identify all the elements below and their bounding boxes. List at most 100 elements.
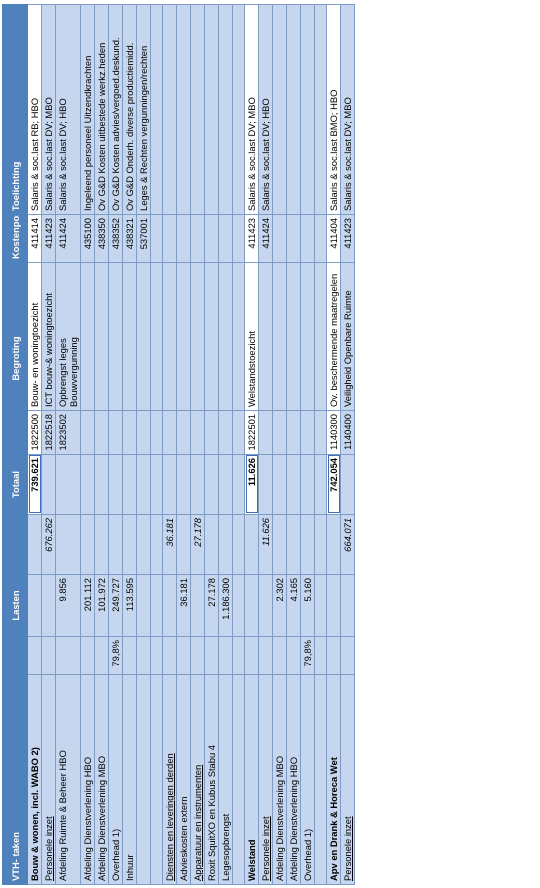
cell-amount (27, 574, 42, 637)
spacer-cell (232, 636, 245, 675)
cell-budget-name (162, 262, 177, 411)
cell-total (55, 454, 81, 515)
cell-amount (340, 574, 355, 637)
cell-task: Diensten en leveringen derden (162, 674, 177, 885)
cell-task: Overhead 1) (108, 674, 123, 885)
cell-cost-code: 435100 (80, 214, 95, 263)
cell-task: Apv en Drank & Horeca Wet (326, 674, 341, 885)
spacer-cell (314, 636, 327, 675)
cell-cost-code: 411423 (340, 214, 355, 263)
cell-budget-code: 1822500 (27, 410, 42, 455)
spacer-cell (232, 4, 245, 215)
cell-amount: 4.165 (286, 574, 301, 637)
cell-task (136, 674, 151, 885)
cell-explanation (272, 4, 287, 215)
cell-explanation (204, 4, 219, 215)
cell-subtotal (122, 514, 137, 575)
header-totaal: Totaal (2, 454, 28, 515)
cell-budget-name (190, 262, 205, 411)
spacer-cell (314, 514, 327, 575)
table-row: 537001 Leges & Rechten vergunningen/recht… (136, 4, 151, 885)
header-vth-taken: VTH- taken (2, 674, 28, 885)
cell-cost-code (218, 214, 233, 263)
cell-percentage (94, 636, 109, 675)
cell-budget-code (136, 410, 151, 455)
table-row: Inhuur 113.595 438321 Ov G&D Onderh. divers… (122, 4, 137, 885)
cell-explanation (176, 4, 191, 215)
cell-total (340, 454, 355, 515)
cell-percentage (326, 636, 341, 675)
cell-budget-code (190, 410, 205, 455)
cell-percentage (204, 636, 219, 675)
spacer-row (150, 4, 163, 885)
header-kostenpost: Kostenpost (2, 214, 28, 263)
header-empty (2, 636, 28, 675)
cell-percentage (286, 636, 301, 675)
cell-amount (244, 574, 259, 637)
spacer-cell (232, 410, 245, 455)
cell-budget-name (176, 262, 191, 411)
cell-total (190, 454, 205, 515)
cell-budget-code (258, 410, 273, 455)
table-row: Personele inzet 676.262 1822518 ICT bouw-& … (41, 4, 56, 885)
cell-total (41, 454, 56, 515)
cell-amount: 9.856 (55, 574, 81, 637)
cell-percentage (258, 636, 273, 675)
cell-cost-code: 537001 (136, 214, 151, 263)
cell-budget-code: 1822501 (244, 410, 259, 455)
cell-budget-code (286, 410, 301, 455)
cell-budget-code: 1822518 (41, 410, 56, 455)
table-body: Bouw & wonen, incl. WABO 2) 739.621 182250… (27, 4, 355, 885)
spacer-cell (314, 4, 327, 215)
cell-subtotal (108, 514, 123, 575)
cell-explanation (300, 4, 315, 215)
cell-task: Overhead 1) (300, 674, 315, 885)
spacer-cell (232, 674, 245, 885)
cell-cost-code (272, 214, 287, 263)
cell-task: Personele inzet (41, 674, 56, 885)
cell-budget-code (94, 410, 109, 455)
cell-cost-code: 411424 (258, 214, 273, 263)
cell-cost-code (300, 214, 315, 263)
spacer-cell (150, 410, 163, 455)
cell-budget-name (218, 262, 233, 411)
cell-budget-name: Ov. beschermende maatregelen (326, 262, 341, 411)
cell-amount: 113.595 (122, 574, 137, 637)
cell-cost-code: 438352 (108, 214, 123, 263)
cell-subtotal (27, 514, 42, 575)
table-row: Welstand 11.626 1822501 Welstandstoezicht 41… (244, 4, 259, 885)
spacer-cell (314, 574, 327, 637)
cell-amount (136, 574, 151, 637)
spacer-cell (232, 214, 245, 263)
cell-percentage (122, 636, 137, 675)
cell-total (204, 454, 219, 515)
cell-explanation: Salaris & soc.last DV; MBO (41, 4, 56, 215)
table-row: Afdeling Dienstverlening MBO 2.302 (272, 4, 287, 885)
table-row: Afdeling Ruimte & Beheer HBO 9.856 1823502… (55, 4, 81, 885)
cell-percentage (80, 636, 95, 675)
cell-task: Inhuur (122, 674, 137, 885)
spacer-cell (150, 636, 163, 675)
cell-budget-name: ICT bouw-& woningtoezicht (41, 262, 56, 411)
cell-cost-code (190, 214, 205, 263)
cell-subtotal (176, 514, 191, 575)
cell-explanation: Ov G&D Kosten uitbestede werkz.heden (94, 4, 109, 215)
cell-total: 739.621 (27, 454, 42, 515)
table-row: Bouw & wonen, incl. WABO 2) 739.621 182250… (27, 4, 42, 885)
cell-amount: 5.160 (300, 574, 315, 637)
cell-task: Afdeling Dienstverlening MBO (94, 674, 109, 885)
cell-percentage (27, 636, 42, 675)
header-toelichting: Toelichting (2, 4, 28, 215)
cell-subtotal (94, 514, 109, 575)
cell-amount: 249.727 (108, 574, 123, 637)
spacer-row (314, 4, 327, 885)
cell-percentage (244, 636, 259, 675)
cell-task: Personele inzet (340, 674, 355, 885)
cell-percentage: 79,8% (108, 636, 123, 675)
cell-total: 742.054 (326, 454, 341, 515)
cell-budget-name (286, 262, 301, 411)
cell-total (136, 454, 151, 515)
cell-task: Bouw & wonen, incl. WABO 2) (27, 674, 42, 885)
cell-explanation: Leges & Rechten vergunningen/rechten (136, 4, 151, 215)
spacer-cell (150, 514, 163, 575)
